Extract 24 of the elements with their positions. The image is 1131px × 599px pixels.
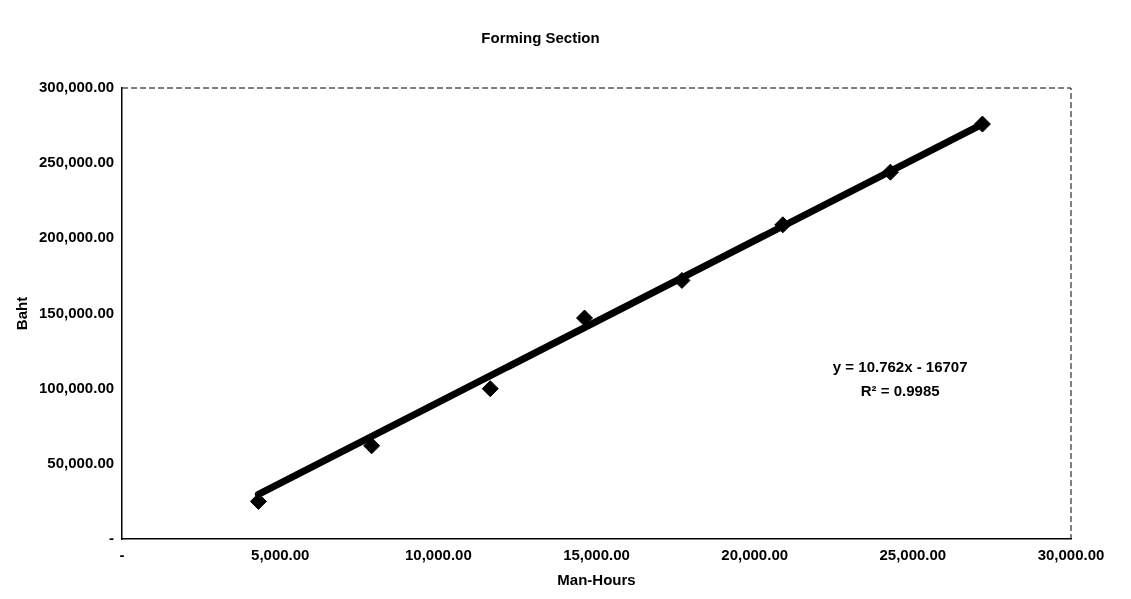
y-tick-label: 150,000.00	[39, 303, 115, 321]
y-tick-label: 250,000.00	[39, 153, 115, 171]
x-tick-label: 30,000.00	[1037, 546, 1105, 564]
x-tick-label: 15,000.00	[563, 546, 630, 564]
point	[481, 380, 499, 398]
x-tick-label: 10,000.00	[405, 546, 472, 564]
x-axis-title: Man-Hours	[557, 571, 636, 589]
annotation: y = 10.762x - 16707	[832, 357, 968, 375]
x-tick-label: 5,000.00	[251, 546, 310, 564]
y-tick-label: 200,000.00	[39, 228, 115, 246]
y-tick-label: -	[109, 529, 115, 547]
point	[881, 163, 899, 181]
y-axis-title: Baht	[13, 296, 31, 331]
x-tick-label: 25,000.00	[879, 546, 947, 564]
y-tick-label: 50,000.00	[47, 453, 115, 471]
point	[576, 309, 594, 327]
x-tick-label: 20,000.00	[721, 546, 789, 564]
y-tick-label: 300,000.00	[39, 78, 115, 96]
chart-title: Forming Section	[481, 29, 600, 47]
point	[973, 115, 991, 133]
point	[363, 437, 381, 455]
annotation: R² = 0.9985	[860, 381, 940, 399]
y-tick-label: 100,000.00	[39, 378, 115, 396]
point	[774, 216, 792, 234]
